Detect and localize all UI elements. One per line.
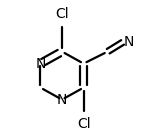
Text: N: N [57,93,67,107]
Text: N: N [35,57,46,71]
Text: N: N [123,35,134,49]
Text: Cl: Cl [55,7,69,21]
Text: Cl: Cl [77,117,90,131]
